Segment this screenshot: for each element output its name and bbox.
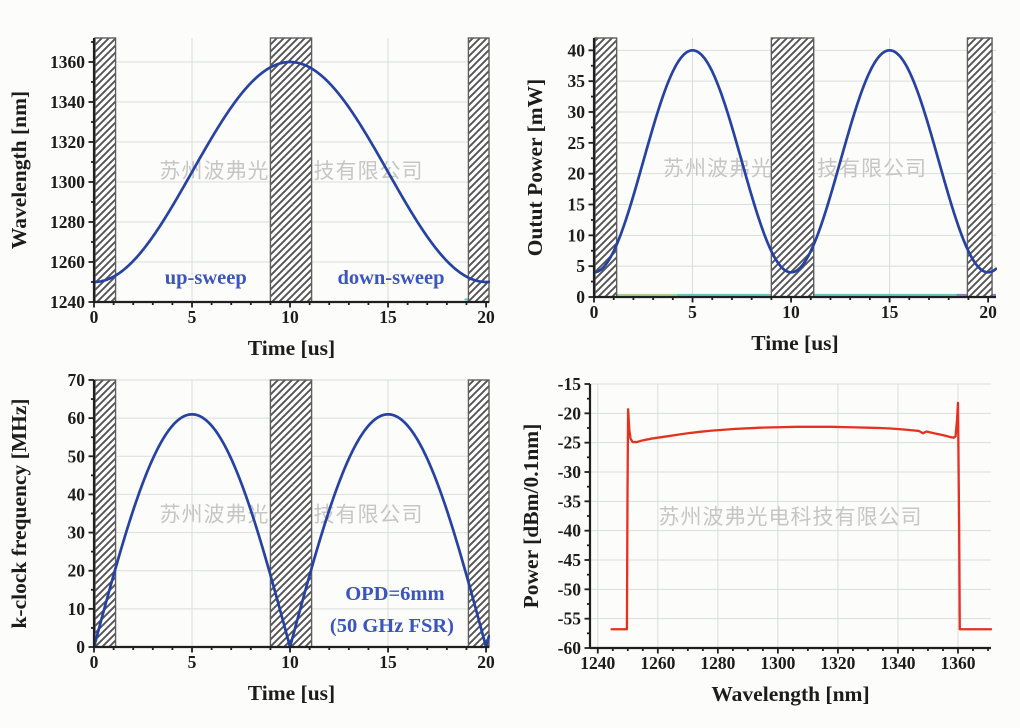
y-tick-label: 0 — [76, 637, 85, 657]
tick-marks — [588, 49, 990, 303]
x-tick-label: 1300 — [760, 653, 795, 673]
x-tick-label: 1280 — [700, 653, 735, 673]
y-tick-label: 20 — [568, 164, 586, 184]
x-tick-label: 1260 — [640, 653, 675, 673]
x-axis-title: Wavelength [nm] — [711, 682, 869, 706]
x-tick-label: 20 — [477, 652, 495, 672]
y-tick-label: -30 — [558, 462, 582, 482]
x-tick-label: 0 — [90, 652, 99, 672]
x-tick-label: 0 — [590, 302, 599, 322]
optical-spectrum-plot: 苏州波弗光电科技有限公司 1240 1260 1280 1300 1320 1340 1360… — [519, 374, 992, 706]
x-tick-label: 5 — [688, 302, 697, 322]
watermark-text: 苏州波弗光电科技有限公司 — [659, 505, 923, 529]
x-axis-title: Time [us] — [751, 331, 838, 355]
y-tick-label: 50 — [68, 446, 86, 466]
x-tick-label: 10 — [281, 307, 299, 327]
x-tick-label: 1240 — [580, 653, 615, 673]
y-tick-label: 60 — [68, 408, 86, 428]
x-tick-label: 15 — [379, 652, 397, 672]
y-tick-label: 0 — [576, 287, 585, 307]
y-tick-label: -55 — [558, 609, 582, 629]
hatched-band — [467, 379, 490, 648]
y-tick-label: 20 — [68, 561, 86, 581]
y-tick-label: 40 — [568, 40, 586, 60]
kclock-frequency-vs-time-plot: 苏州波弗光电科技有限公司OPD=6mm(50 GHz FSR)051015200… — [7, 370, 495, 705]
y-tick-label: 30 — [568, 102, 586, 122]
y-tick-label: -25 — [558, 433, 582, 453]
y-tick-label: 1240 — [50, 292, 85, 312]
y-tick-label: -50 — [558, 579, 582, 599]
y-tick-label: 15 — [568, 195, 586, 215]
y-tick-label: 10 — [68, 599, 86, 619]
x-tick-label: 20 — [979, 302, 997, 322]
annotation-up-sweep: up-sweep — [165, 267, 247, 289]
chart-wavelength-vs-time: 苏州波弗光电科技有限公司up-sweepdown-sweep0510152012… — [0, 0, 510, 364]
chart-kclock-frequency-vs-time: 苏州波弗光电科技有限公司OPD=6mm(50 GHz FSR)051015200… — [0, 364, 510, 728]
y-tick-label: -40 — [558, 521, 582, 541]
y-axis-title: Wavelength [nm] — [7, 91, 31, 249]
y-tick-label: 1320 — [50, 132, 85, 152]
y-tick-label: -15 — [558, 374, 582, 394]
x-tick-label: 20 — [477, 307, 495, 327]
curve-optical-spectrum — [610, 401, 992, 631]
y-tick-label: -60 — [558, 638, 582, 658]
chart-output-power-vs-time: 苏州波弗光电科技有限公司051015200510152025303540Time… — [510, 0, 1020, 364]
x-tick-label: 1360 — [940, 653, 975, 673]
y-tick-label: 1360 — [50, 52, 85, 72]
hatched-band — [467, 37, 490, 303]
hatched-band — [966, 37, 993, 298]
annotation--50-ghz-fsr-: (50 GHz FSR) — [330, 615, 454, 637]
x-tick-label: 10 — [281, 652, 299, 672]
y-tick-label: -45 — [558, 550, 582, 570]
x-tick-label: 1320 — [820, 653, 855, 673]
tick-marks — [584, 383, 989, 654]
curve-output-power — [593, 48, 997, 274]
annotation-opd-6mm: OPD=6mm — [345, 583, 444, 605]
x-axis-title: Time [us] — [248, 681, 335, 705]
curve-k-clock-frequency — [93, 412, 490, 648]
y-tick-label: 10 — [568, 225, 586, 245]
x-tick-label: 1340 — [880, 653, 915, 673]
hatched-band — [770, 37, 815, 298]
y-axis-title: k-clock frequency [MHz] — [7, 398, 31, 628]
y-axis-title: Power [dBm/0.1nm] — [519, 424, 543, 609]
y-axis-title: Outut Power [mW] — [523, 79, 547, 257]
tick-marks — [88, 379, 487, 653]
x-tick-label: 5 — [188, 652, 197, 672]
x-axis-title: Time [us] — [248, 336, 335, 360]
y-tick-label: 30 — [68, 523, 86, 543]
hatched-band — [269, 37, 313, 303]
wavelength-vs-time-plot: 苏州波弗光电科技有限公司up-sweepdown-sweep0510152012… — [7, 37, 495, 360]
x-tick-label: 15 — [881, 302, 899, 322]
y-tick-label: 1260 — [50, 252, 85, 272]
tick-marks — [88, 41, 487, 308]
hatched-band — [594, 37, 618, 298]
hatched-band — [269, 379, 313, 648]
y-tick-label: -35 — [558, 491, 582, 511]
x-tick-label: 10 — [782, 302, 800, 322]
x-tick-label: 5 — [188, 307, 197, 327]
y-tick-label: 1340 — [50, 92, 85, 112]
x-tick-label: 15 — [379, 307, 397, 327]
y-tick-label: 5 — [576, 256, 585, 276]
y-tick-label: -20 — [558, 403, 582, 423]
y-tick-label: 40 — [68, 484, 86, 504]
y-tick-label: 1280 — [50, 212, 85, 232]
output-power-vs-time-plot: 苏州波弗光电科技有限公司051015200510152025303540Time… — [523, 37, 997, 355]
y-tick-label: 1300 — [50, 172, 85, 192]
y-tick-label: 70 — [68, 370, 86, 390]
hatched-band — [94, 37, 117, 303]
annotation-down-sweep: down-sweep — [337, 267, 444, 289]
y-tick-label: 25 — [568, 133, 586, 153]
curve-swept-wavelength — [93, 60, 490, 284]
chart-optical-spectrum: 苏州波弗光电科技有限公司 1240 1260 1280 1300 1320 1340 1360… — [510, 364, 1020, 728]
x-tick-label: 0 — [90, 307, 99, 327]
y-tick-label: 35 — [568, 71, 586, 91]
